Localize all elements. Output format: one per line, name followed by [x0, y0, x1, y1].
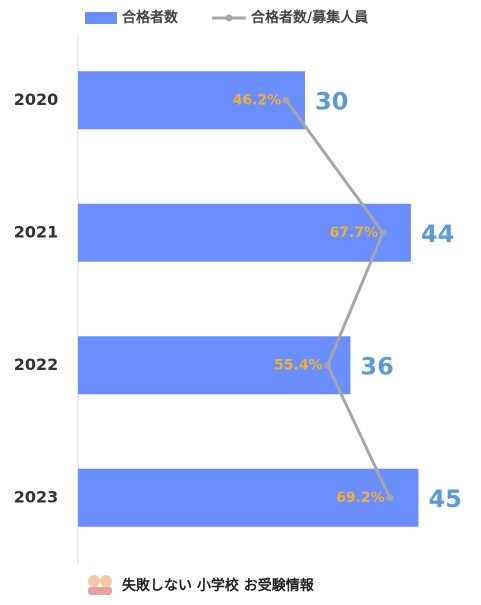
bar [78, 71, 305, 130]
y-tick-label: 2021 [14, 222, 59, 241]
legend-swatch [225, 14, 233, 22]
bar [78, 203, 411, 262]
line-point [386, 494, 394, 502]
line-point [379, 229, 387, 237]
bar-value-label: 44 [421, 220, 454, 248]
bar [78, 468, 419, 527]
legend-label: 合格者数 [122, 9, 179, 26]
y-tick-label: 2022 [14, 355, 59, 374]
footer-icon [100, 575, 112, 587]
line-point [324, 361, 332, 369]
line-point [282, 96, 290, 104]
y-tick-label: 2020 [14, 90, 59, 109]
line-value-label: 46.2% [233, 92, 282, 108]
bar-value-label: 45 [428, 485, 461, 513]
bar-value-label: 30 [315, 87, 348, 115]
bar-value-label: 36 [360, 352, 393, 380]
y-tick-label: 2023 [14, 487, 59, 506]
line-value-label: 67.7% [329, 225, 378, 241]
footer-icon [88, 575, 100, 587]
bar [78, 336, 351, 395]
legend-label: 合格者数/募集人員 [251, 9, 368, 26]
line [284, 99, 392, 499]
footer: 失敗しない 小学校 お受験情報 [88, 575, 315, 595]
legend-swatch [85, 12, 117, 24]
line-value-label: 69.2% [336, 490, 385, 506]
line-value-label: 55.4% [274, 357, 323, 373]
footer-text: 失敗しない 小学校 お受験情報 [122, 577, 315, 594]
footer-icon [88, 587, 112, 595]
